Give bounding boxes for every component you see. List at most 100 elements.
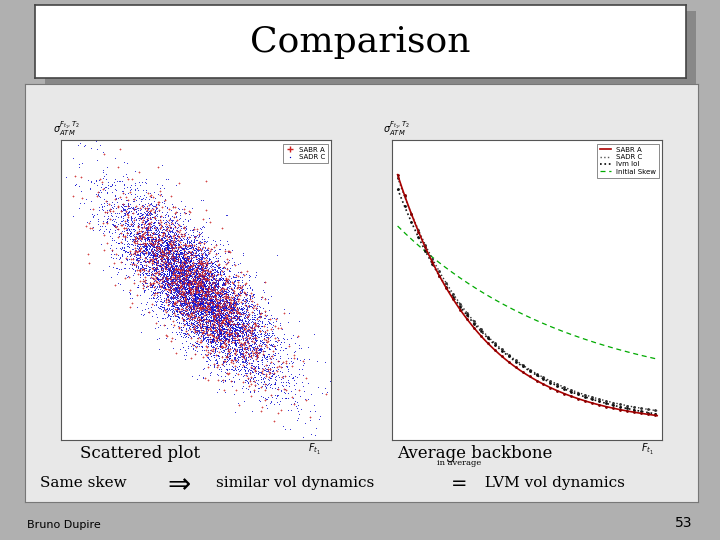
Point <box>169 298 181 306</box>
Point <box>205 287 217 296</box>
Point <box>238 361 249 370</box>
Point <box>200 238 212 247</box>
Point <box>175 319 186 327</box>
Point <box>101 217 112 225</box>
Point <box>141 232 153 241</box>
Point <box>266 367 278 375</box>
Point <box>252 321 264 330</box>
Point <box>257 374 269 382</box>
Point <box>240 307 251 316</box>
Point <box>181 288 192 296</box>
Point <box>214 274 225 283</box>
Point <box>231 294 243 303</box>
Point <box>213 245 225 253</box>
Point <box>215 267 226 276</box>
Point <box>230 292 241 301</box>
Point <box>188 296 199 305</box>
Point <box>127 258 139 266</box>
Point <box>180 275 192 284</box>
Point <box>181 284 193 293</box>
Point <box>269 344 281 353</box>
Point <box>132 241 144 250</box>
Point <box>94 225 106 233</box>
Point <box>199 268 211 277</box>
Point <box>177 274 189 282</box>
Point <box>184 262 196 271</box>
Point <box>249 335 261 343</box>
Point <box>188 269 199 278</box>
Point <box>161 269 173 278</box>
Point <box>194 262 205 271</box>
Point <box>208 312 220 321</box>
Point <box>194 313 205 322</box>
Point <box>247 374 258 382</box>
Point <box>170 232 181 241</box>
Point <box>142 225 153 234</box>
Point <box>150 251 161 260</box>
Point <box>271 364 283 373</box>
Point <box>144 239 156 248</box>
Point <box>210 267 221 276</box>
Point <box>157 260 168 269</box>
Point <box>166 219 178 228</box>
Point <box>120 205 131 214</box>
Point <box>208 285 220 294</box>
Point <box>218 302 230 310</box>
Point <box>174 253 185 261</box>
Point <box>148 282 159 291</box>
Point <box>125 215 137 224</box>
Point <box>212 344 224 353</box>
Point <box>215 329 227 338</box>
Point <box>178 280 189 289</box>
Point <box>222 347 234 355</box>
Point <box>166 258 177 267</box>
Point <box>168 271 179 280</box>
Point <box>199 237 210 245</box>
Point <box>192 289 204 298</box>
Point <box>209 309 220 318</box>
Point <box>233 312 244 320</box>
Point <box>120 254 131 262</box>
Point <box>152 261 163 269</box>
Point <box>162 285 174 294</box>
Point <box>219 345 230 353</box>
Point <box>202 273 214 282</box>
Point <box>94 174 105 183</box>
Point <box>171 259 182 268</box>
Point <box>246 346 258 354</box>
Point <box>117 220 129 228</box>
Point <box>130 261 142 270</box>
Point <box>217 294 228 303</box>
Point <box>285 387 297 396</box>
Point <box>251 342 263 350</box>
Point <box>235 329 247 338</box>
Point <box>229 282 240 291</box>
Point <box>256 342 267 351</box>
Point <box>196 319 207 328</box>
Point <box>127 237 138 246</box>
Point <box>230 306 241 315</box>
Point <box>172 268 184 277</box>
Point <box>170 256 181 265</box>
Point <box>151 335 163 343</box>
Point <box>109 191 121 199</box>
Point <box>163 230 174 239</box>
Point <box>186 287 197 296</box>
Point <box>236 278 248 286</box>
Point <box>118 202 130 211</box>
Point <box>205 258 217 266</box>
Point <box>244 352 256 360</box>
Point <box>168 221 179 230</box>
Point <box>186 251 197 259</box>
Point <box>150 274 162 283</box>
Point <box>213 291 225 300</box>
Point <box>208 361 220 369</box>
Point <box>202 301 214 309</box>
Point <box>196 337 207 346</box>
Point <box>207 288 218 297</box>
Point <box>182 294 194 303</box>
Point <box>220 358 232 367</box>
Point <box>157 267 168 275</box>
Point <box>253 369 264 377</box>
Point <box>204 313 215 322</box>
